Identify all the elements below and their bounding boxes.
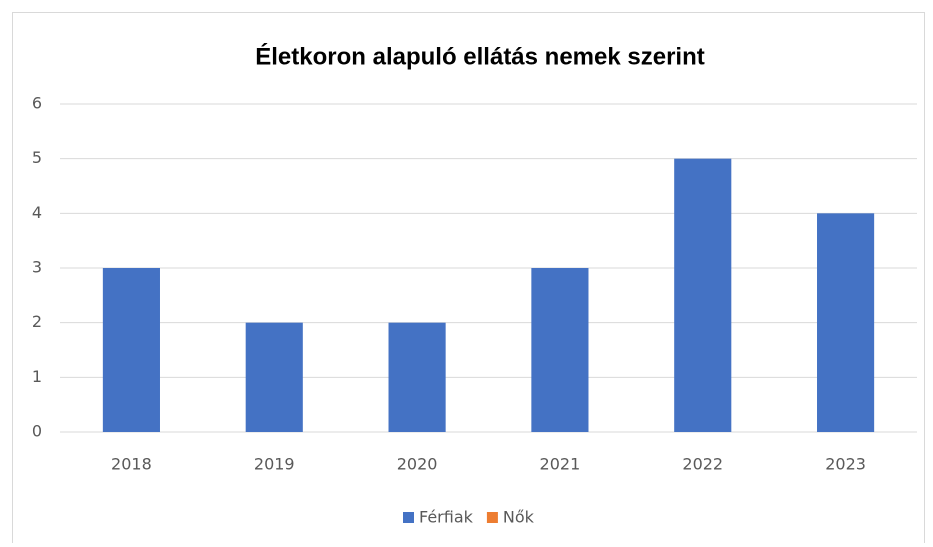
bar	[388, 322, 446, 432]
bar	[531, 268, 589, 432]
bar	[245, 322, 303, 432]
x-tick-label: 2018	[111, 455, 152, 474]
y-tick-label: 2	[32, 312, 42, 331]
legend-swatch	[486, 512, 498, 523]
x-tick-label: 2021	[540, 455, 581, 474]
legend-label: Férfiak	[419, 508, 474, 527]
x-tick-label: 2023	[825, 455, 866, 474]
legend-swatch	[403, 512, 414, 523]
y-tick-label: 3	[32, 258, 42, 277]
y-tick-label: 5	[32, 148, 42, 167]
chart-title: Életkoron alapuló ellátás nemek szerint	[255, 42, 704, 70]
x-tick-label: 2022	[682, 455, 723, 474]
bar	[817, 213, 875, 432]
y-tick-label: 6	[32, 94, 42, 113]
bar	[674, 158, 732, 432]
x-tick-label: 2020	[397, 455, 438, 474]
chart-border	[12, 12, 925, 547]
x-tick-label: 2019	[254, 455, 295, 474]
bar	[102, 268, 160, 432]
legend-label: Nők	[503, 508, 535, 527]
y-tick-label: 4	[32, 203, 42, 222]
y-tick-label: 0	[32, 422, 42, 441]
y-tick-label: 1	[32, 367, 42, 386]
